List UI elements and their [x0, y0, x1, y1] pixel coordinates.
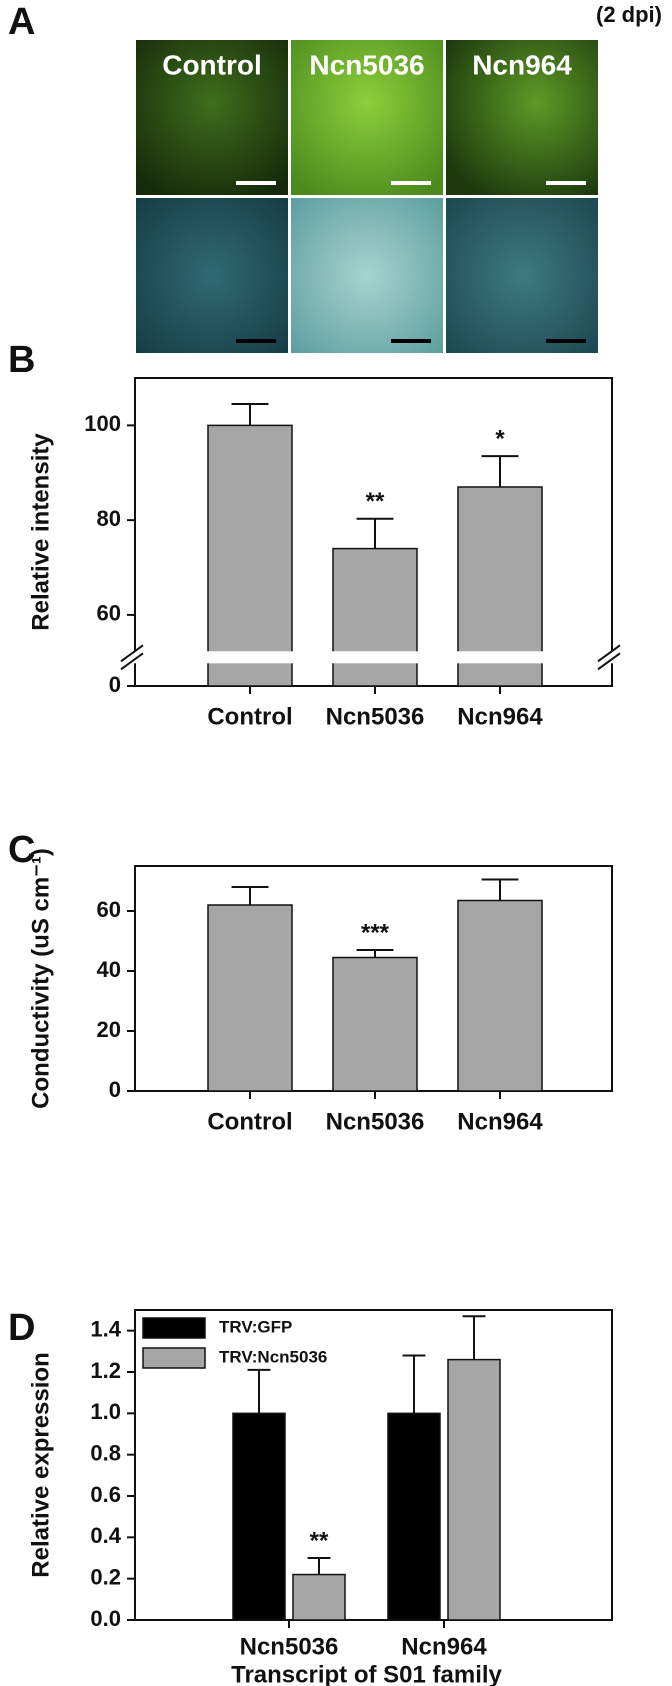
- panel-label: B: [8, 339, 35, 381]
- x-tick-label: Ncn964: [457, 703, 543, 730]
- bar: [332, 547, 418, 687]
- x-tick-label: Ncn5036: [326, 703, 425, 730]
- y-axis-label: Relative expression: [27, 1352, 54, 1577]
- x-tick-label: Control: [207, 1108, 292, 1135]
- x-tick-label: Ncn964: [401, 1633, 487, 1660]
- micrograph-fluorescence: [446, 40, 598, 195]
- bar: [292, 1573, 346, 1621]
- y-tick-label: 1.2: [90, 1358, 121, 1383]
- x-tick-label: Ncn964: [457, 1108, 543, 1135]
- y-tick-label: 0.0: [90, 1606, 121, 1631]
- x-tick-label: Ncn5036: [240, 1633, 339, 1660]
- axis-break-mark: [120, 652, 144, 671]
- legend-label: TRV:Ncn5036: [219, 1347, 327, 1366]
- y-tick-label: 0.4: [90, 1523, 121, 1548]
- axis-break-mark: [597, 652, 621, 671]
- significance-label: *: [495, 426, 505, 453]
- y-tick-label: 20: [97, 1017, 121, 1042]
- panel-label: D: [8, 1307, 35, 1349]
- y-axis-label: Conductivity (uS cm⁻¹): [27, 848, 54, 1109]
- legend-swatch: [142, 1347, 206, 1369]
- plot-frame: [134, 1309, 613, 1621]
- micrograph-stain: [291, 198, 443, 353]
- significance-label: **: [366, 488, 385, 515]
- y-tick-label: 1.4: [90, 1316, 121, 1341]
- micrograph-fluorescence: [291, 40, 443, 195]
- y-tick-label: 0: [109, 672, 121, 697]
- image-title: Control: [162, 49, 262, 80]
- bar: [207, 424, 293, 687]
- y-tick-label: 100: [84, 411, 121, 436]
- panel-label: C: [8, 829, 35, 871]
- panel-label: A: [8, 1, 35, 43]
- micrograph-stain: [136, 198, 288, 353]
- bar: [457, 899, 543, 1092]
- bar: [332, 956, 418, 1092]
- legend-swatch: [142, 1317, 206, 1339]
- bar: [447, 1358, 501, 1621]
- image-title: Ncn5036: [309, 49, 424, 80]
- y-tick-label: 80: [97, 506, 121, 531]
- x-axis-label: Transcript of S01 family: [231, 1661, 502, 1686]
- legend-label: TRV:GFP: [219, 1317, 292, 1336]
- x-tick-label: Ncn5036: [326, 1108, 425, 1135]
- bar: [387, 1412, 441, 1621]
- x-tick-label: Control: [207, 703, 292, 730]
- significance-label: ***: [361, 919, 390, 946]
- y-tick-label: 0.8: [90, 1440, 121, 1465]
- y-tick-label: 0: [109, 1077, 121, 1102]
- micrograph-fluorescence: [136, 40, 288, 195]
- bar: [207, 904, 293, 1092]
- axis-break-mark: [597, 644, 621, 663]
- axis-break-gap: [115, 651, 632, 664]
- y-tick-label: 60: [97, 897, 121, 922]
- y-tick-label: 40: [97, 957, 121, 982]
- y-axis-label: Relative intensity: [27, 433, 54, 631]
- axis-break-mark: [120, 644, 144, 663]
- y-tick-label: 60: [97, 601, 121, 626]
- significance-label: **: [310, 1527, 329, 1554]
- panel-note: (2 dpi): [596, 2, 662, 27]
- y-tick-label: 0.2: [90, 1564, 121, 1589]
- y-tick-label: 0.6: [90, 1482, 121, 1507]
- micrograph-stain: [446, 198, 598, 353]
- bar: [232, 1412, 286, 1621]
- y-tick-label: 1.0: [90, 1399, 121, 1424]
- image-title: Ncn964: [472, 49, 572, 80]
